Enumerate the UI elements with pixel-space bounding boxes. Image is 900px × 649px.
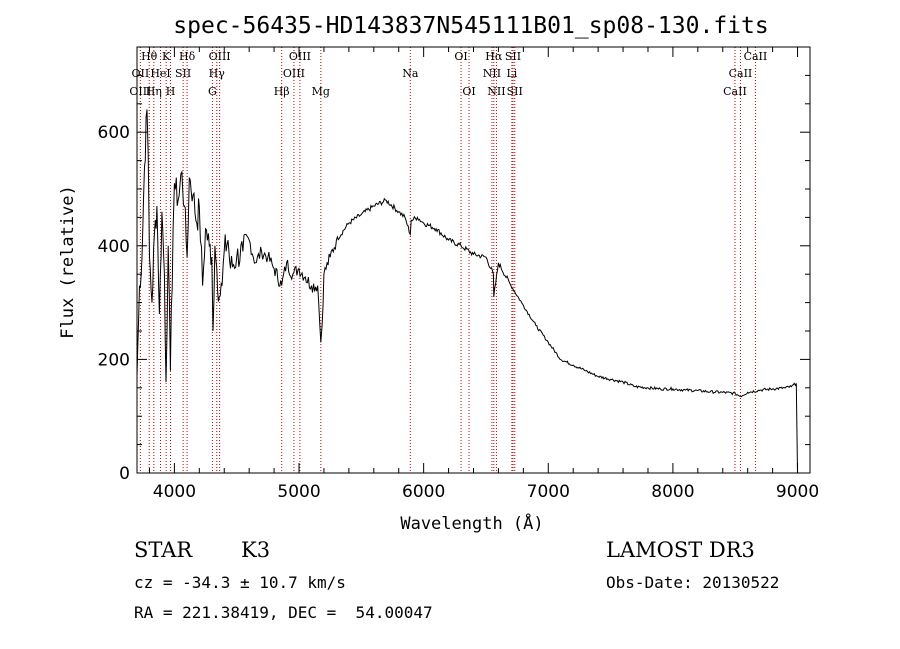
spectral-line-label: SII [505,50,521,63]
spectral-line-label: Hη [146,85,162,98]
x-tick-label: 7000 [527,482,570,502]
x-tick-label: 9000 [776,482,819,502]
x-tick-label: 4000 [153,482,196,502]
spectral-line-markers [139,47,756,473]
spectral-line-label: H [166,85,176,98]
spectral-line-label: NII [483,67,501,80]
spectral-line-labels: Hθ OII OIII K HeI Hη SII H Hδ OIII Hγ G OIII OIII Hβ Mg… [129,50,767,98]
spectral-line-label: K [162,50,171,63]
chart-title: spec-56435-HD143837N545111B01_sp08-130.f… [173,13,768,39]
spectral-line-label: OIII [283,67,305,80]
redshift-velocity: cz = -34.3 ± 10.7 km/s [134,573,346,592]
spectral-line-label: Hα [485,50,503,63]
spectral-line-label: NII [487,85,505,98]
spectral-line-label: SII [507,85,523,98]
survey-name: LAMOST DR3 [606,538,755,562]
spectral-line-label: CaII [723,85,747,98]
y-axis-title: Flux (relative) [58,185,78,339]
spectral-line-label: Hθ [141,50,158,63]
x-tick-label: 5000 [277,482,320,502]
observation-date: Obs-Date: 20130522 [606,573,780,592]
spectral-subclass: K3 [241,538,271,562]
spectral-line-label: Hδ [179,50,196,63]
spectral-line-label: Hβ [274,85,290,98]
x-tick-label: 6000 [402,482,445,502]
spectral-line-label: OII [132,67,150,80]
spectral-line-label: G [208,85,217,98]
coordinates: RA = 221.38419, DEC = 54.00047 [134,603,433,622]
spectral-line-label: Na [402,67,419,80]
spectrum-series-line [136,109,798,474]
y-tick-label: 600 [98,123,130,143]
spectral-line-label: OIII [209,50,231,63]
spectral-line-label: OI [462,85,475,98]
spectral-line-label: Hγ [209,67,226,80]
spectral-line-label: CaII [744,50,768,63]
spectral-line-label: CaII [729,67,753,80]
spectral-line-label: OIII [289,50,311,63]
y-tick-label: 0 [119,464,130,484]
spectral-line-label: Li [506,67,517,80]
spectral-line-label: OIII [129,85,151,98]
axis-ticks: 4000 5000 6000 7000 8000 9000 0 200 400 600 [98,47,819,502]
y-tick-label: 400 [98,237,130,257]
spectral-line-label: SII [175,67,191,80]
spectral-line-label: HeI [150,67,170,80]
spectral-line-label: OI [454,50,467,63]
x-axis-title: Wavelength (Å) [400,512,543,534]
y-tick-label: 200 [98,350,130,370]
spectral-line-label: Mg [312,85,330,98]
object-class: STAR [134,538,193,562]
x-tick-label: 8000 [651,482,694,502]
